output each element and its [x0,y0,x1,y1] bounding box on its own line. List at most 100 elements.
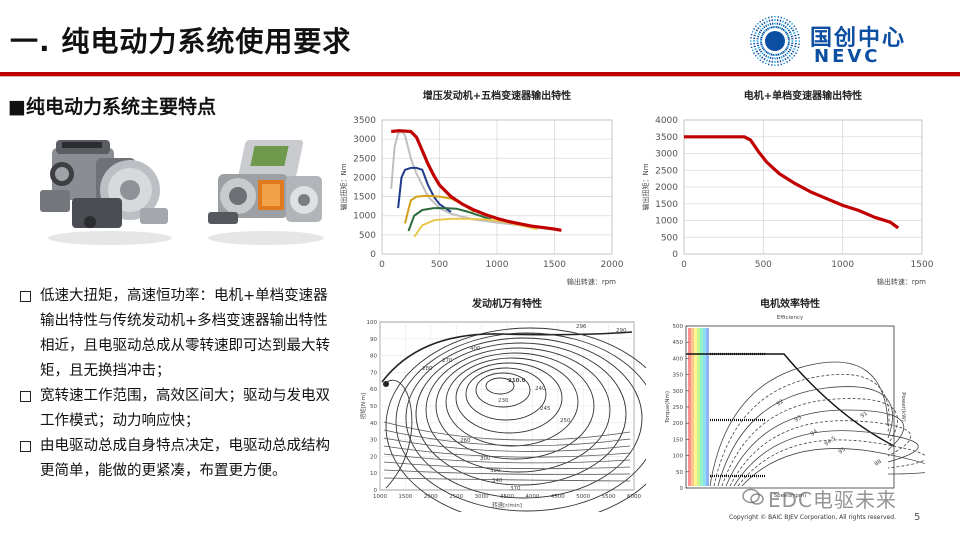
logo-ray [785,27,797,36]
marker-point [383,381,389,387]
bsfc-contour [383,379,413,489]
x-axis-label: 转速[r/min] [492,501,522,509]
efficiency-contour [709,361,889,487]
wechat-icon [742,488,764,505]
x-tick-label: 4500 [551,494,565,500]
y-tick-label: 2000 [655,183,678,193]
y-tick-label: 300 [673,389,684,395]
iso-power-line [383,445,631,458]
efficiency-contour [717,386,893,487]
y-tick-label: 500 [673,324,684,330]
y-tick-label: 10 [370,471,377,477]
efficiency-band [706,328,709,486]
y-axis-label: 扭矩[N·m] [359,393,367,420]
checkbox-bullet-icon [20,291,31,302]
nevc-logo: 国创中心 NEVC [748,12,948,68]
logo-ray [761,51,770,63]
contour-label: 93 [794,414,804,423]
engine-output-chart: 增压发动机+五档变速器输出特性 0 500 1000 1500 2000 2500 3000 3… [336,84,636,294]
feature-item: 宽转速工作范围，高效区间大；驱动与发电双工作模式；动力响应快； [18,384,336,434]
x-tick-label: 6000 [627,494,641,500]
y-tick-label: 30 [370,438,377,444]
y-tick-label: 500 [359,231,376,241]
engine-image [40,140,172,245]
y-tick-label: 1500 [655,200,678,210]
y-tick-label: 1000 [655,217,678,227]
x-tick-label: 5000 [576,494,590,500]
logo-ray [786,45,799,52]
x-tick-label: 4000 [525,494,539,500]
contour-label: 340 [492,478,503,484]
logo-ray [750,43,763,49]
contour-label: 245 [540,406,551,412]
motor-output-chart: 电机+单档变速器输出特性 0 500 1000 1500 2000 2500 3000 3500… [632,84,952,294]
efficiency-contour [737,439,925,487]
x-tick-label: 1000 [373,494,387,500]
bsfc-contour [415,342,627,486]
motor-efficiency-map: 电机效率特性 Efficiency 0 50 100 150 200 250 300 350 400… [660,292,925,512]
y-tick-label: 2000 [353,173,376,183]
page-number: 5 [914,512,921,523]
nevc-globe-icon [750,16,800,66]
contour-label: 91 [860,411,869,420]
y-tick-label: 4000 [655,116,678,126]
logo-ray [787,37,800,40]
efficiency-band [703,328,706,486]
x-tick-label: 500 [755,260,772,270]
full-load-curve [381,331,633,383]
bsfc-contour [385,327,646,512]
bsfc-contour [465,367,547,421]
y-tick-label: 2500 [655,166,678,176]
contour-label: 296 [576,324,587,330]
y-tick-label: 3000 [353,135,376,145]
contour-label: 250 [560,418,571,424]
contour-label: 230 [498,398,509,404]
feature-text: 由电驱动总成自身特点决定，电驱动总成结构更简单，能做的更紧凑，布置更方便。 [40,438,330,479]
engine-bsfc-map: 发动机万有特性 0 10 20 30 40 50 60 70 80 90 100 1000 1500 200… [356,292,646,512]
watermark-text: EDC电驱未来 [768,488,898,512]
iso-power-line [383,453,631,464]
efficiency-band [694,328,697,486]
x-tick-label: 500 [431,260,448,270]
x-tick-label: 0 [379,260,385,270]
logo-ray [759,50,768,62]
logo-ray [780,51,789,63]
efficiency-band [691,328,694,486]
x-tick-label: 1000 [831,260,854,270]
logo-ray [750,37,763,40]
contour-label: 92 [776,399,785,408]
y-tick-label: 450 [673,340,684,346]
y-tick-label: 50 [370,404,377,410]
efficiency-contour [741,448,925,487]
logo-ray [767,53,773,66]
iso-power-line [383,469,631,475]
logo-ray [764,17,771,30]
contour-label: 240 [535,386,546,392]
checkbox-bullet-icon [20,391,31,402]
contour-label: 280 [422,366,433,372]
x-tick-label: 1500 [911,260,934,270]
series-line [390,130,559,232]
logo-ray [782,20,791,32]
x-tick-label: 3000 [475,494,489,500]
logo-ray [787,43,800,49]
logo-ray [779,17,786,30]
y-tick-label: 20 [370,454,377,460]
contour-label: 210.0 [508,378,526,384]
chart-title: 发动机万有特性 [471,297,542,310]
y-tick-label: 0 [370,250,376,260]
y-tick-label: 1500 [353,193,376,203]
x-tick-label: 1000 [486,260,509,270]
y-tick-label: 150 [673,437,684,443]
title-divider [0,72,960,76]
slide-title: 一. 纯电动力系统使用要求 [10,25,352,58]
chart-title: 电机+单档变速器输出特性 [744,89,862,102]
logo-ray [782,50,791,62]
iso-power-line [383,461,631,470]
series-line [684,135,900,230]
y-axis-label: 输出扭矩：Nm [641,163,650,210]
feature-item: 由电驱动总成自身特点决定，电驱动总成结构更简单，能做的更紧凑，布置更方便。 [18,434,336,484]
y-tick-label: 3500 [353,116,376,126]
plot-frame [381,119,613,255]
checkbox-bullet-icon [20,441,31,452]
